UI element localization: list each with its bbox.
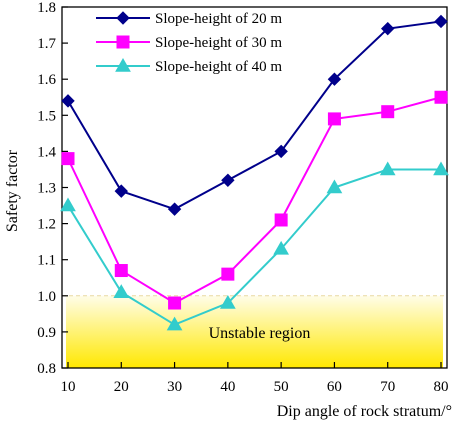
data-point <box>221 267 235 281</box>
x-tick-label: 70 <box>380 379 395 395</box>
data-point <box>219 295 236 309</box>
x-tick-label: 40 <box>220 379 235 395</box>
data-point <box>434 90 448 104</box>
unstable-region-fill <box>66 295 443 368</box>
data-point <box>167 202 182 216</box>
data-point <box>168 296 182 310</box>
data-point <box>114 264 128 278</box>
data-point <box>274 144 288 159</box>
y-tick-label: 1.3 <box>37 181 56 197</box>
y-tick-label: 0.8 <box>37 361 56 377</box>
legend: Slope-height of 20 m Slope-height of 30 m… <box>96 11 282 75</box>
legend-label: Slope-height of 30 m <box>155 35 282 51</box>
y-tick-label: 1.2 <box>37 217 56 233</box>
data-point <box>166 316 183 331</box>
legend-entry: Slope-height of 20 m <box>96 11 282 27</box>
legend-marker <box>116 35 130 49</box>
data-point <box>381 105 395 119</box>
legend-entry: Slope-height of 40 m <box>96 57 282 75</box>
data-point <box>114 184 128 198</box>
x-tick-label: 20 <box>114 379 129 395</box>
data-point <box>379 161 396 176</box>
series-3 <box>60 161 449 331</box>
x-tick-label: 60 <box>327 379 342 395</box>
series-2 <box>61 90 448 310</box>
legend-marker <box>115 57 131 72</box>
legend-label: Slope-height of 40 m <box>155 59 282 75</box>
y-axis-label: Safety factor <box>4 149 21 232</box>
y-tick-label: 1.1 <box>37 253 56 269</box>
data-point <box>274 213 288 227</box>
data-point <box>221 173 235 187</box>
y-tick-label: 1.7 <box>37 36 56 52</box>
x-tick-label: 30 <box>167 379 182 395</box>
x-axis-label: Dip angle of rock stratum/° <box>277 403 452 420</box>
series-line <box>67 20 442 211</box>
data-point <box>326 179 343 194</box>
legend-label: Slope-height of 20 m <box>155 11 282 27</box>
x-tick-label: 50 <box>274 379 289 395</box>
y-tick-label: 1.5 <box>37 108 56 124</box>
unstable-region: Unstable region <box>62 295 447 368</box>
legend-entry: Slope-height of 30 m <box>96 35 282 51</box>
unstable-region-label: Unstable region <box>209 325 311 342</box>
data-point <box>113 284 130 298</box>
data-point <box>381 21 395 36</box>
axes: 0.8 0.9 1.0 1.1 1.2 1.3 1.4 1.5 1.6 1.7 1.8 10 20 30 4… <box>37 0 448 395</box>
data-point <box>60 197 76 212</box>
data-point <box>433 161 449 176</box>
legend-marker <box>116 11 130 25</box>
series-lines <box>60 14 449 331</box>
data-point <box>327 112 341 126</box>
series-1 <box>61 14 448 216</box>
series-line <box>67 168 441 326</box>
data-point <box>61 152 75 166</box>
y-tick-label: 1.8 <box>37 0 56 16</box>
series-line <box>67 96 442 305</box>
y-tick-label: 1.0 <box>37 289 56 305</box>
data-point <box>61 94 75 108</box>
y-tick-label: 1.4 <box>37 144 56 160</box>
y-tick-label: 0.9 <box>37 325 56 341</box>
x-tick-label: 80 <box>434 379 449 395</box>
y-tick-label: 1.6 <box>37 72 56 88</box>
data-point <box>327 72 342 86</box>
x-tick-label: 10 <box>61 379 76 395</box>
data-point <box>434 14 448 29</box>
data-point <box>273 240 290 255</box>
